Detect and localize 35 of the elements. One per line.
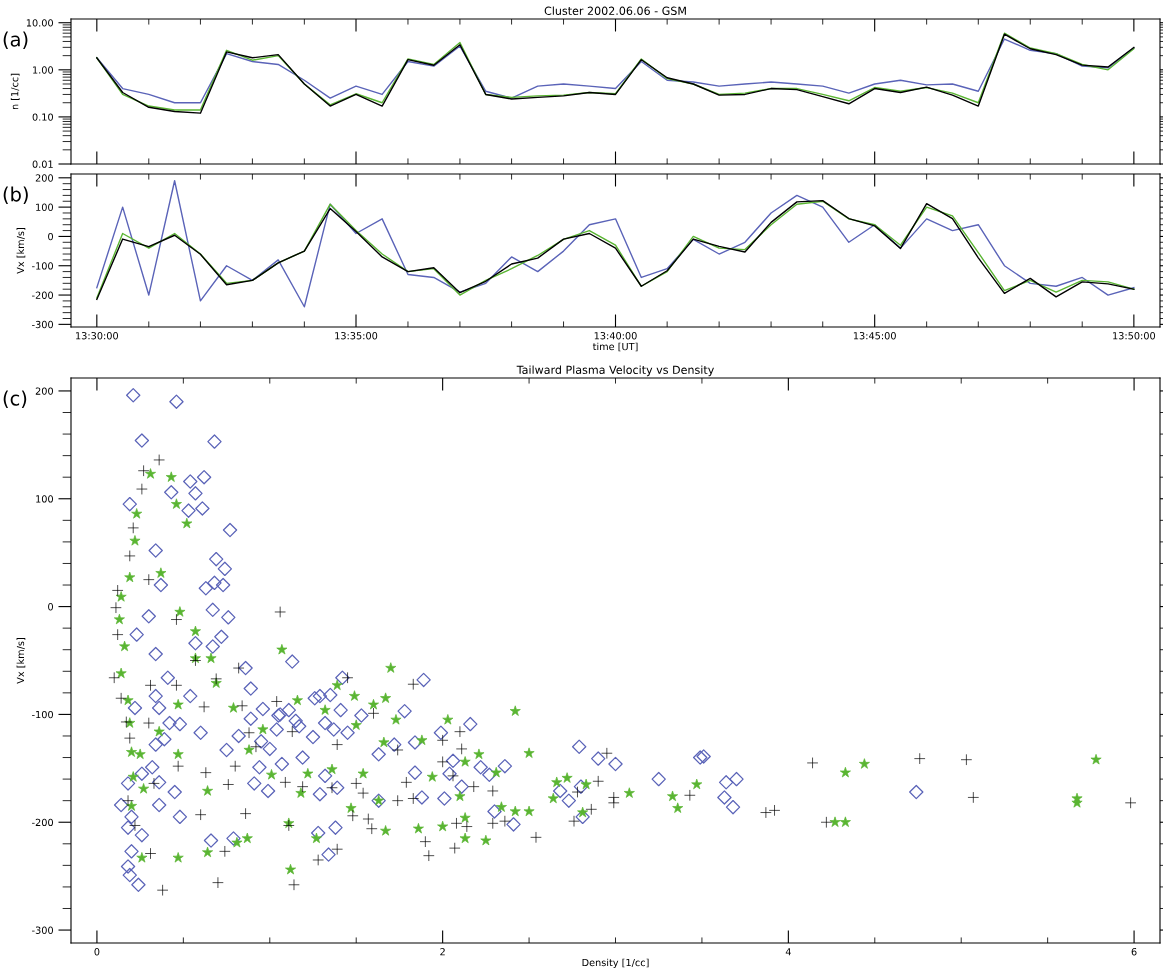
y-axis-title: n [1/cc] — [10, 73, 20, 110]
x-tick-label: 4 — [785, 948, 791, 956]
y-tick-label: -300 — [32, 926, 53, 934]
y-tick-label: 10.00 — [26, 19, 53, 27]
x-tick-label: 13:45:00 — [853, 332, 896, 340]
y-tick-label: -200 — [32, 291, 53, 299]
x-tick-label: 13:30:00 — [76, 332, 119, 340]
y-tick-label: 0.01 — [32, 160, 53, 168]
y-axis-title: Vx [km/s] — [16, 638, 26, 684]
x-tick-label: 13:50:00 — [1113, 332, 1156, 340]
x-tick-label: 13:35:00 — [335, 332, 378, 340]
y-tick-label: 200 — [35, 174, 53, 182]
y-tick-label: -200 — [32, 818, 53, 827]
text: (b) — [3, 186, 28, 204]
y-axis-title: Vx [km/s] — [16, 228, 26, 274]
y-tick-label: 0 — [48, 232, 53, 241]
text: (a) — [3, 31, 28, 49]
y-tick-label: 100 — [36, 495, 53, 503]
chart-title: Cluster 2002.06.06 - GSM — [544, 6, 686, 15]
chart-title: Tailward Plasma Velocity vs Density — [516, 365, 714, 377]
y-tick-label: -100 — [32, 710, 53, 719]
x-axis-title: time [UT] — [592, 342, 638, 352]
x-tick-label: 2 — [440, 948, 445, 956]
y-tick-label: -100 — [32, 262, 53, 270]
x-tick-label: 0 — [94, 948, 100, 956]
x-tick-label: 6 — [1131, 948, 1137, 956]
x-tick-label: 13:40:00 — [594, 332, 637, 340]
y-tick-label: 1.00 — [33, 66, 53, 74]
y-tick-label: 0 — [48, 603, 53, 611]
text: (c) — [3, 390, 27, 408]
y-tick-label: 200 — [35, 387, 53, 395]
x-axis-title: Density [1/cc] — [582, 958, 649, 969]
y-tick-label: 0.10 — [32, 113, 53, 121]
y-tick-label: -300 — [32, 320, 53, 329]
y-tick-label: 100 — [36, 203, 53, 211]
